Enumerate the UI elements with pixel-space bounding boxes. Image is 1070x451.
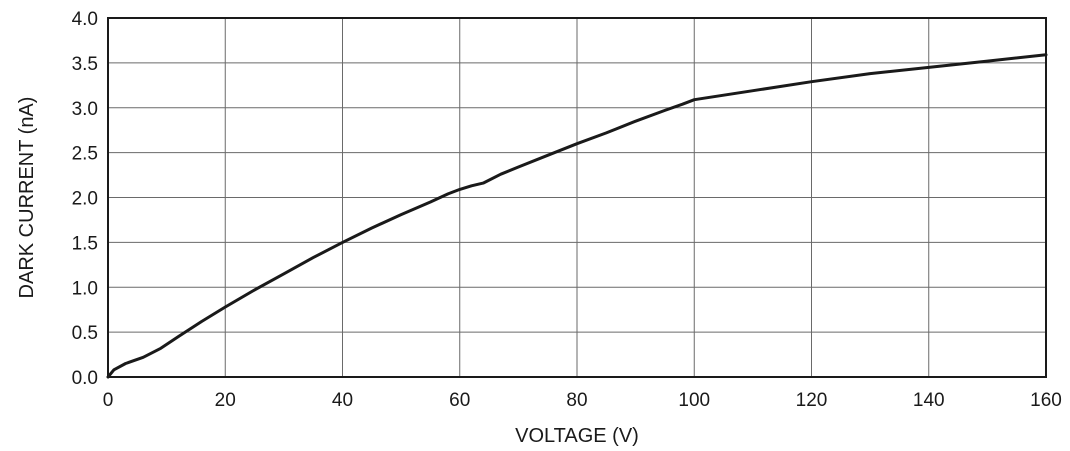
x-tick-label: 0 — [103, 390, 114, 411]
x-tick-label: 60 — [449, 390, 470, 411]
x-tick-label: 160 — [1030, 390, 1062, 411]
x-tick-label: 100 — [678, 390, 710, 411]
x-tick-label: 40 — [332, 390, 353, 411]
y-axis-title: DARK CURRENT (nA) — [16, 97, 38, 299]
plot-frame — [107, 17, 1047, 378]
y-tick-label: 4.0 — [72, 9, 98, 30]
y-tick-label: 1.0 — [72, 278, 98, 299]
x-tick-label: 20 — [215, 390, 236, 411]
x-axis-title: VOLTAGE (V) — [515, 425, 639, 447]
series-line — [106, 53, 1048, 379]
y-tick-label: 3.0 — [72, 99, 98, 120]
x-tick-label: 140 — [913, 390, 945, 411]
y-tick-label: 2.5 — [72, 144, 98, 165]
y-tick-label: 1.5 — [72, 233, 98, 254]
y-tick-label: 0.0 — [72, 368, 98, 389]
y-tick-label: 2.0 — [72, 189, 98, 210]
x-tick-labels: 0 20 40 60 80 100 120 140 160 — [103, 390, 1062, 411]
y-tick-label: 3.5 — [72, 54, 98, 75]
y-tick-label: 0.5 — [72, 323, 98, 344]
x-tick-label: 80 — [566, 390, 587, 411]
grid-lines — [108, 18, 1046, 377]
x-tick-label: 120 — [796, 390, 828, 411]
y-tick-labels: 0.0 0.5 1.0 1.5 2.0 2.5 3.0 3.5 4.0 — [72, 9, 98, 389]
